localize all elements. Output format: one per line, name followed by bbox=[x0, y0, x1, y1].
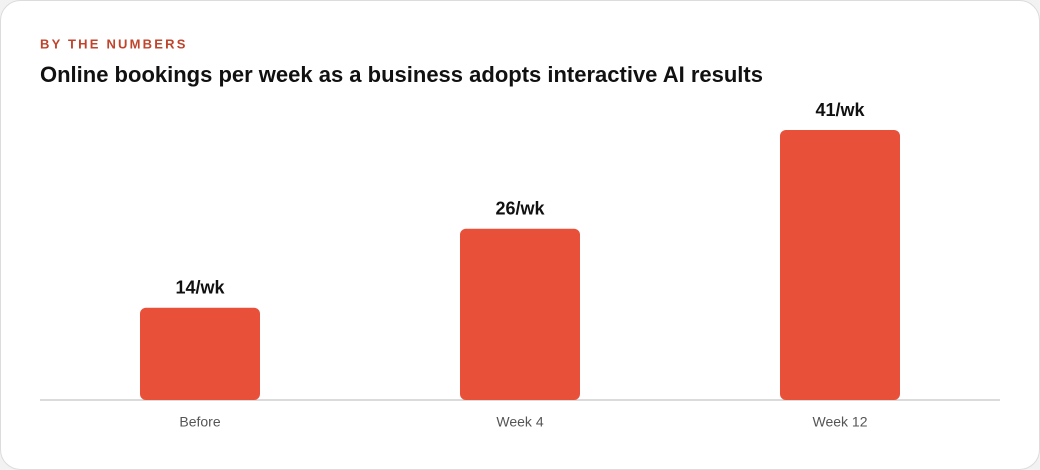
x-tick-label: Week 4 bbox=[496, 414, 543, 430]
chart-title: Online bookings per week as a business a… bbox=[40, 62, 763, 87]
value-label: 26/wk bbox=[495, 199, 545, 219]
x-tick-label: Before bbox=[179, 414, 220, 430]
bar bbox=[460, 228, 580, 400]
value-label: 14/wk bbox=[175, 278, 225, 298]
bar bbox=[780, 130, 900, 400]
bar bbox=[140, 307, 260, 400]
x-tick-label: Week 12 bbox=[813, 414, 868, 430]
chart-kicker: BY THE NUMBERS bbox=[40, 36, 188, 51]
value-label: 41/wk bbox=[815, 100, 865, 120]
